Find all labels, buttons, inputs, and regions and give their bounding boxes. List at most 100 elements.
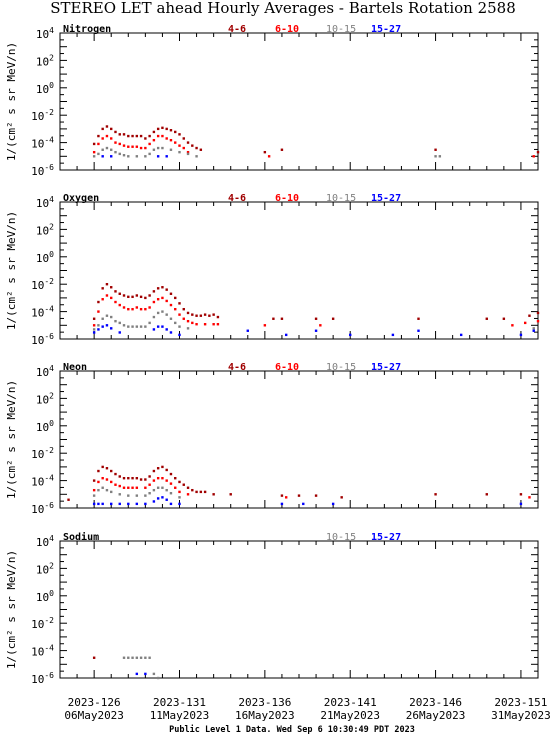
data-point (131, 325, 134, 328)
data-point (135, 494, 139, 497)
data-point (105, 467, 109, 470)
data-point (122, 294, 126, 297)
data-point (127, 325, 130, 328)
y-tick-label: 100 (36, 589, 54, 604)
data-point (314, 494, 318, 497)
data-point (178, 133, 181, 136)
data-point (532, 327, 535, 330)
data-point (178, 502, 181, 506)
data-point (148, 134, 151, 138)
data-point (135, 502, 139, 506)
legend-entry: 6-10 (275, 362, 299, 373)
data-point (122, 133, 126, 136)
data-point (105, 294, 109, 297)
data-point (139, 307, 143, 311)
data-point (519, 333, 523, 337)
data-point (178, 325, 181, 328)
y-axis-label: 1/(cm² s sr MeV/n) (5, 380, 18, 499)
data-point (110, 480, 113, 484)
data-point (131, 134, 134, 138)
y-axis-label: 1/(cm² s sr MeV/n) (5, 211, 18, 330)
x-tick-label-doy: 2023-126 (68, 696, 121, 709)
data-point (127, 145, 130, 148)
y-tick-label: 10-6 (31, 332, 54, 347)
data-point (178, 490, 181, 494)
x-tick-label-doy: 2023-131 (153, 696, 206, 709)
data-point (161, 476, 164, 480)
data-point (135, 325, 139, 328)
data-point (161, 286, 164, 289)
series-6-10 (92, 476, 531, 499)
x-tick-label-date: 06May2023 (64, 709, 124, 722)
data-point (434, 493, 437, 496)
data-point (97, 142, 100, 146)
data-point (263, 324, 267, 327)
panel-label: Nitrogen (63, 23, 111, 35)
data-point (127, 155, 130, 158)
data-point (127, 476, 130, 480)
data-point (122, 154, 126, 157)
data-point (152, 672, 156, 676)
legend-entry: 15-27 (371, 362, 401, 373)
data-point (182, 317, 185, 320)
data-point (186, 150, 190, 154)
data-point (114, 300, 117, 304)
data-point (114, 130, 117, 134)
data-point (152, 500, 156, 503)
footer-text: Public Level 1 Data. Wed Sep 6 10:30:49 … (169, 724, 415, 735)
data-point (174, 321, 177, 325)
data-point (156, 155, 160, 158)
data-point (152, 328, 156, 331)
data-point (148, 142, 151, 146)
series-4-6 (92, 656, 96, 659)
y-tick-label: 102 (36, 391, 54, 406)
data-point (246, 329, 249, 332)
data-point (131, 486, 134, 489)
data-point (114, 141, 117, 144)
data-point (417, 329, 420, 332)
data-point (485, 317, 488, 320)
y-tick-label: 100 (36, 81, 54, 96)
data-point (195, 155, 198, 158)
data-point (127, 502, 130, 506)
data-point (174, 296, 177, 300)
data-point (203, 323, 207, 326)
data-point (97, 480, 100, 484)
data-point (144, 137, 147, 140)
data-point (302, 502, 305, 506)
data-point (144, 672, 147, 676)
data-point (165, 127, 168, 131)
x-tick-label-date: 21May2023 (320, 709, 380, 722)
data-point (118, 142, 121, 146)
series-15-27 (92, 496, 523, 506)
legend-entry: 15-27 (371, 193, 401, 204)
data-point (511, 324, 514, 327)
data-point (169, 331, 173, 334)
data-point (186, 493, 190, 496)
data-point (191, 144, 194, 147)
data-point (156, 676, 160, 680)
data-point (156, 497, 160, 500)
data-point (105, 146, 109, 150)
data-point (118, 493, 121, 496)
data-point (101, 502, 104, 506)
data-point (92, 324, 96, 327)
data-point (110, 327, 113, 330)
data-point (127, 656, 130, 659)
data-point (101, 465, 104, 469)
data-point (101, 298, 104, 301)
data-point (191, 321, 194, 325)
data-point (169, 502, 173, 506)
legend-entry: 10-15 (326, 193, 356, 204)
data-point (144, 478, 147, 481)
data-point (161, 296, 164, 300)
data-point (135, 306, 139, 309)
data-point (131, 295, 134, 299)
data-point (110, 315, 113, 319)
data-point (532, 155, 535, 158)
data-point (161, 496, 164, 499)
y-tick-label: 10-4 (31, 474, 54, 489)
data-point (165, 288, 168, 291)
data-point (212, 493, 215, 496)
y-tick-label: 10-6 (31, 501, 54, 516)
